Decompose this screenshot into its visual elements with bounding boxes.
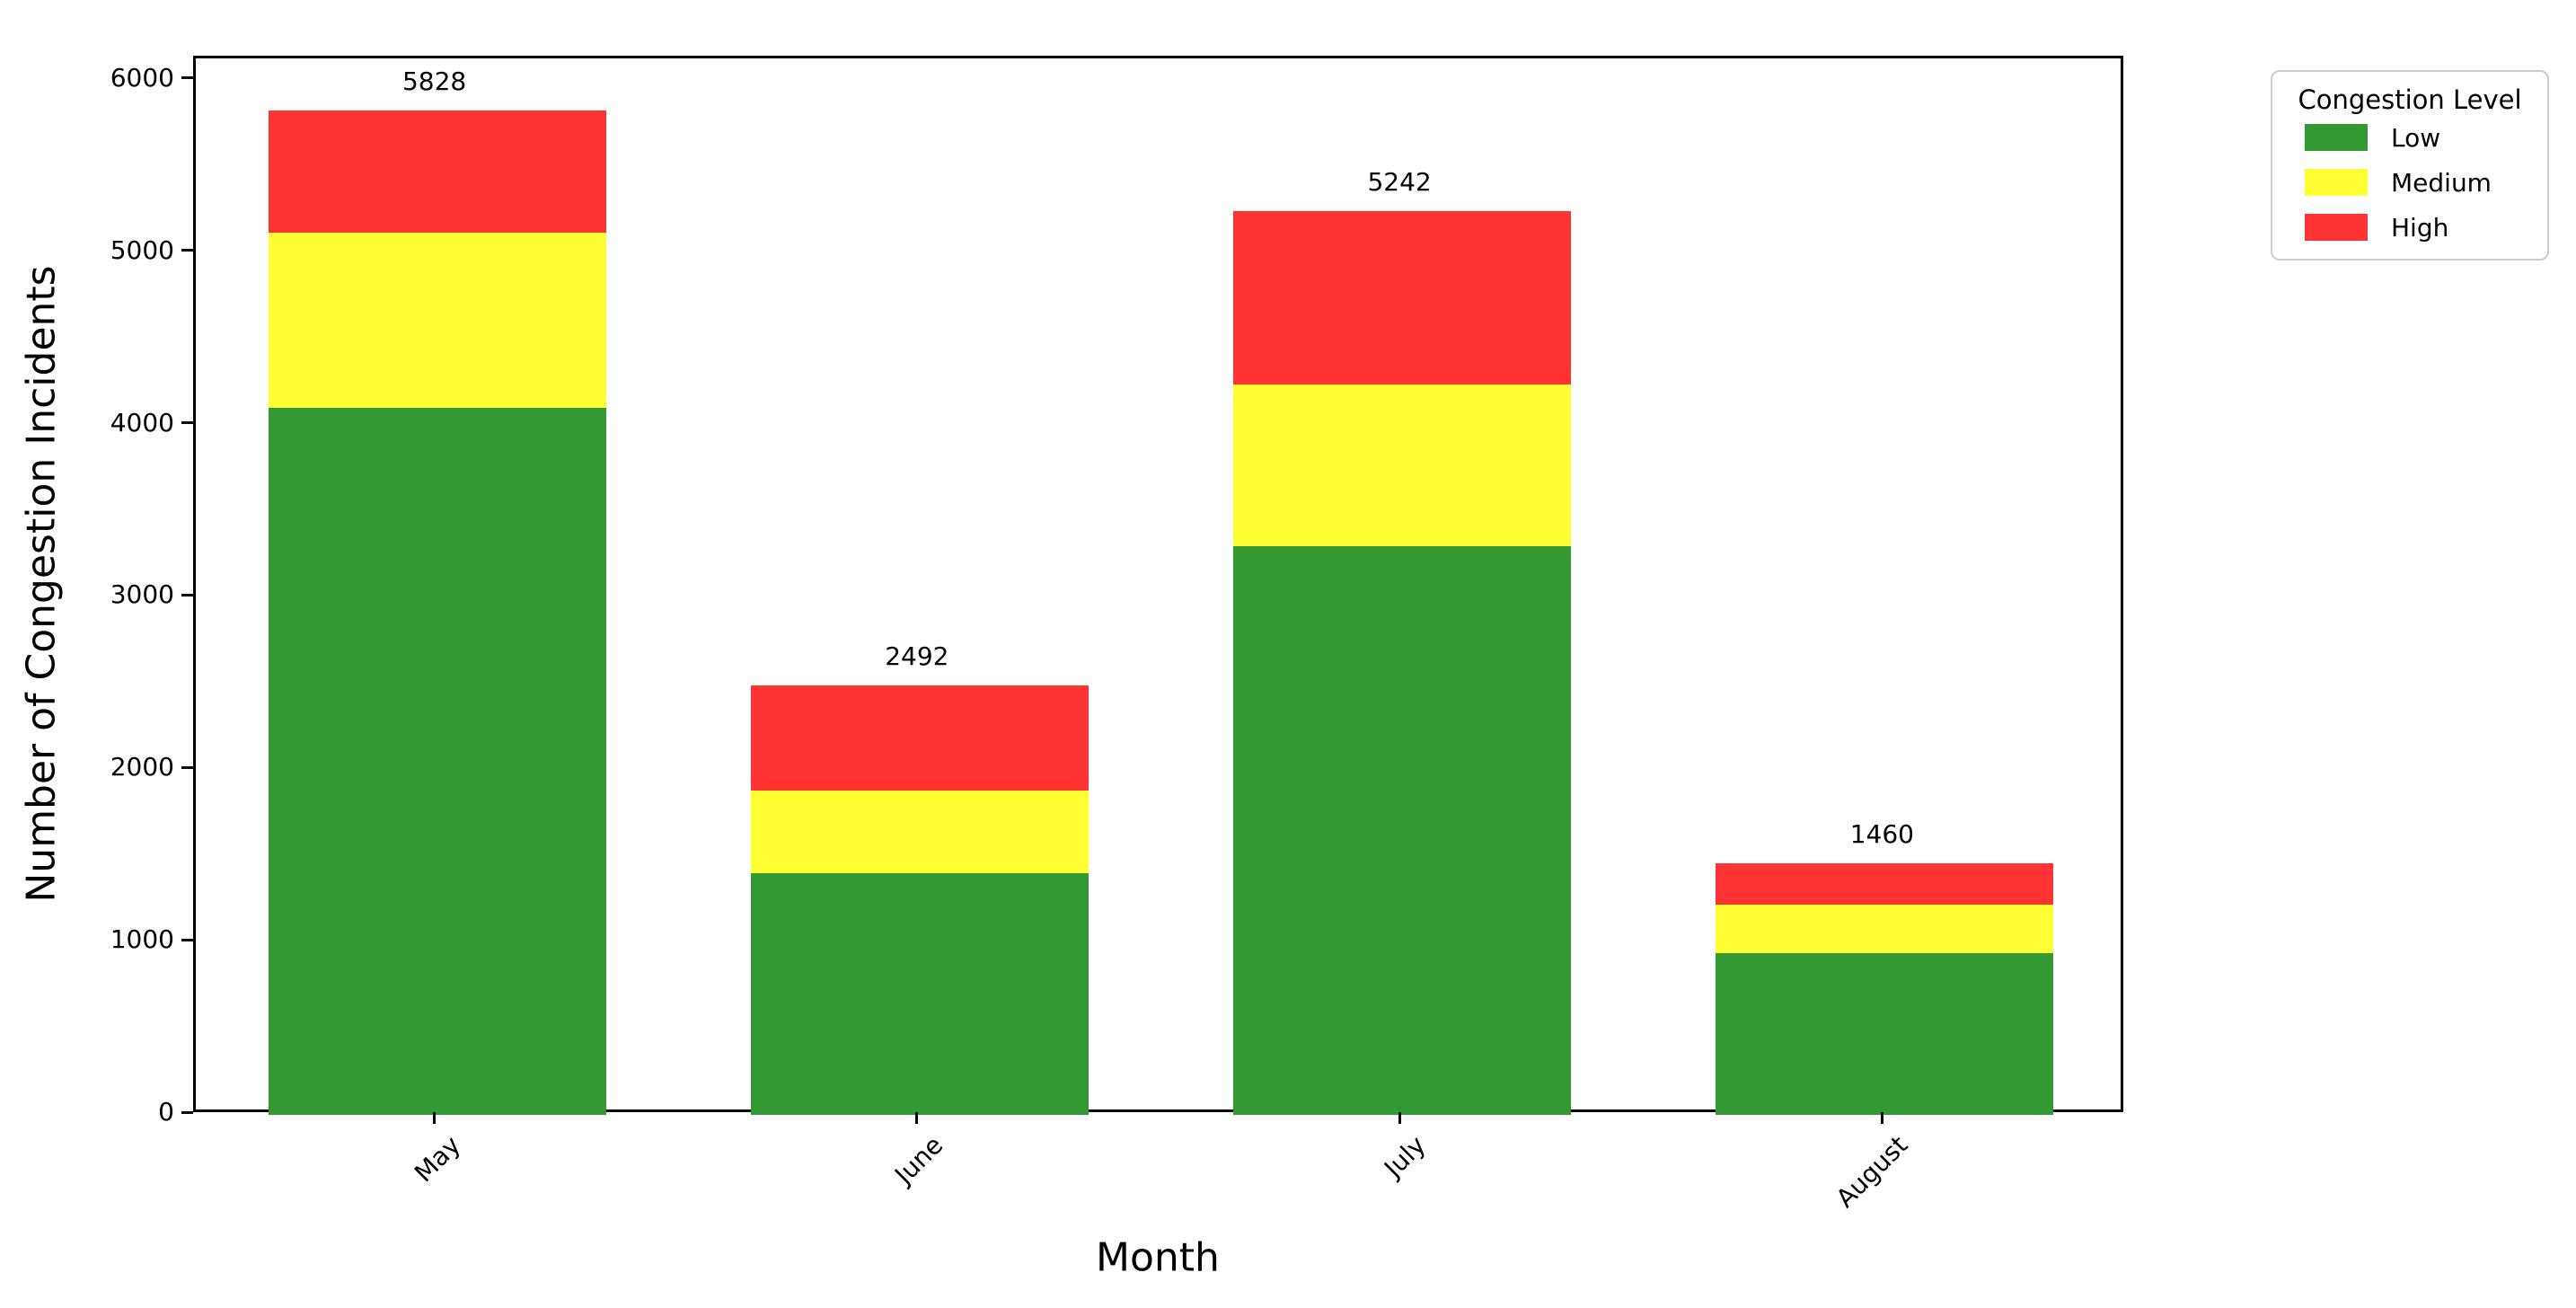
plot-area — [193, 56, 2123, 1115]
y-tick-mark — [181, 249, 193, 252]
y-tick-label: 5000 — [110, 234, 174, 265]
y-tick-mark — [181, 1110, 193, 1114]
y-tick-label: 2000 — [110, 752, 174, 782]
bar-total-label: 1460 — [1849, 818, 1914, 849]
bar-segment-low-august — [1716, 952, 2054, 1115]
legend-item-high: High — [2272, 205, 2547, 250]
legend-item-label: High — [2391, 212, 2449, 243]
y-tick-mark — [181, 421, 193, 425]
y-axis-title: Number of Congestion Incidents — [18, 265, 65, 903]
legend-item-low: Low — [2272, 115, 2547, 160]
x-tick-label-july: July — [1378, 1130, 1432, 1183]
x-tick-mark — [433, 1112, 437, 1124]
x-tick-mark — [915, 1112, 919, 1124]
bar-segment-high-july — [1233, 211, 1572, 384]
bar-segment-high-august — [1716, 862, 2054, 905]
y-tick-label: 1000 — [110, 924, 174, 955]
bar-segment-medium-may — [268, 232, 606, 409]
x-axis-title: Month — [1096, 1234, 1220, 1281]
x-tick-label-may: May — [408, 1130, 466, 1189]
y-tick-label: 6000 — [110, 62, 174, 93]
legend: Congestion Level Low Medium High — [2271, 70, 2549, 261]
y-tick-label: 4000 — [110, 407, 174, 437]
bar-segment-high-may — [268, 110, 606, 233]
bar-segment-high-june — [750, 685, 1089, 791]
x-tick-label-august: August — [1831, 1130, 1914, 1214]
y-tick-mark — [181, 76, 193, 80]
bar-total-label: 5828 — [401, 66, 467, 96]
legend-items: Low Medium High — [2272, 115, 2547, 250]
high-color-swatch — [2305, 214, 2368, 241]
bar-segment-medium-july — [1233, 384, 1572, 546]
low-color-swatch — [2305, 124, 2368, 151]
y-tick-mark — [181, 938, 193, 941]
x-tick-mark — [1398, 1112, 1401, 1124]
y-tick-mark — [181, 765, 193, 769]
medium-color-swatch — [2305, 169, 2368, 196]
bar-segment-low-june — [750, 873, 1089, 1115]
bar-segment-low-may — [268, 408, 606, 1115]
bar-segment-medium-june — [750, 791, 1089, 874]
bar-segment-medium-august — [1716, 904, 2054, 953]
y-tick-mark — [181, 593, 193, 597]
bar-total-label: 2492 — [885, 641, 949, 671]
x-tick-mark — [1880, 1112, 1883, 1124]
legend-item-label: Low — [2391, 122, 2441, 153]
bar-segment-low-july — [1233, 545, 1572, 1115]
legend-item-medium: Medium — [2272, 160, 2547, 205]
y-tick-label: 0 — [158, 1097, 174, 1127]
legend-item-label: Medium — [2391, 167, 2492, 198]
y-tick-label: 3000 — [110, 579, 174, 610]
legend-title: Congestion Level — [2298, 84, 2522, 115]
x-tick-label-june: June — [888, 1130, 949, 1190]
bar-total-label: 5242 — [1367, 167, 1432, 198]
